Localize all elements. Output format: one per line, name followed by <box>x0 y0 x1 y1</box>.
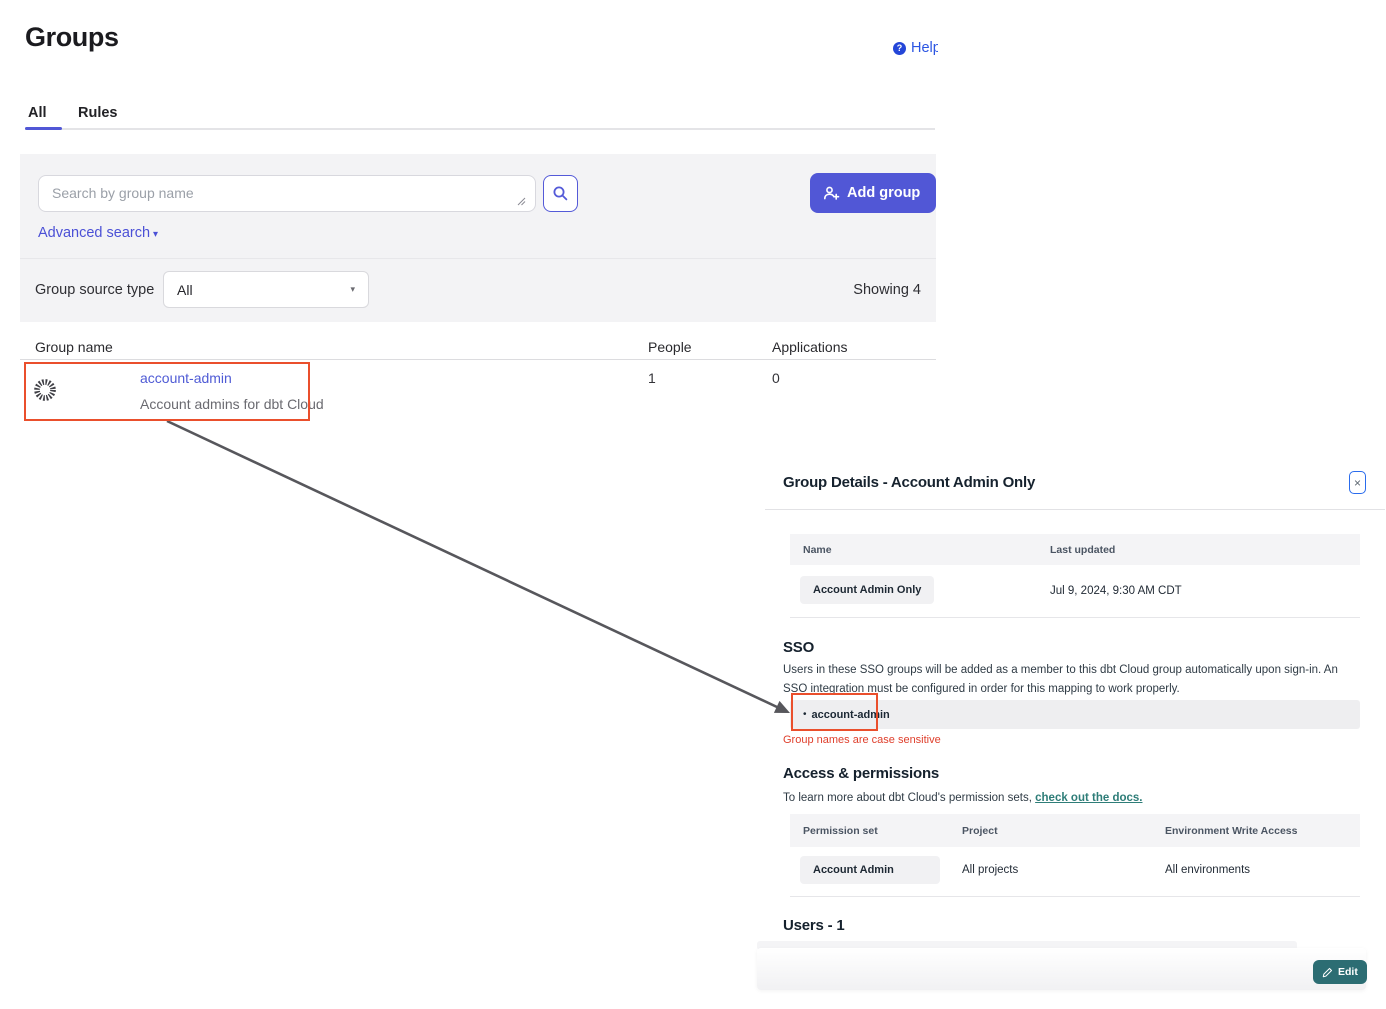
permission-set-chip: Account Admin <box>800 856 940 884</box>
group-name-link[interactable]: account-admin <box>140 370 232 386</box>
column-header-group-name: Group name <box>35 339 113 355</box>
group-source-type-select[interactable]: All ▾ <box>163 271 369 308</box>
sso-description: Users in these SSO groups will be added … <box>783 664 1338 695</box>
divider <box>790 617 1360 618</box>
tab-all[interactable]: All <box>28 105 47 121</box>
column-header-permission-set: Permission set <box>803 824 878 837</box>
access-description-text: To learn more about dbt Cloud's permissi… <box>783 792 1036 804</box>
close-button[interactable]: × <box>1349 471 1366 494</box>
panel-footer <box>757 948 1366 990</box>
access-permissions-heading: Access & permissions <box>783 765 940 782</box>
permissions-table-header: Permission set Project Environment Write… <box>790 814 1360 847</box>
add-user-icon <box>824 186 840 200</box>
access-description: To learn more about dbt Cloud's permissi… <box>783 789 1361 808</box>
divider <box>20 258 936 259</box>
group-name-chip: Account Admin Only <box>800 576 935 604</box>
group-source-type-label: Group source type <box>35 282 155 298</box>
docs-link[interactable]: check out the docs. <box>1035 792 1143 804</box>
name-table-header: Name Last updated <box>790 534 1360 565</box>
column-header-environment-write-access: Environment Write Access <box>1165 824 1298 837</box>
column-header-people: People <box>648 339 692 355</box>
group-people-count: 1 <box>648 370 656 386</box>
edit-label: Edit <box>1338 966 1358 978</box>
sso-heading: SSO <box>783 639 815 656</box>
footer-step <box>757 941 1297 950</box>
pencil-icon <box>1322 967 1333 977</box>
case-sensitive-warning: Group names are case sensitive <box>783 734 941 746</box>
divider <box>765 509 1385 510</box>
group-source-type-value: All <box>177 281 193 298</box>
project-value: All projects <box>962 864 1019 876</box>
panel-title: Group Details - Account Admin Only <box>783 474 1036 491</box>
select-caret-icon: ▾ <box>350 284 355 294</box>
group-avatar-icon <box>32 377 58 408</box>
column-header-name: Name <box>803 543 832 556</box>
column-header-applications: Applications <box>772 339 848 355</box>
last-updated-value: Jul 9, 2024, 9:30 AM CDT <box>1050 585 1182 597</box>
active-tab-underline <box>25 127 62 130</box>
edit-button[interactable]: Edit <box>1313 960 1367 984</box>
help-link[interactable]: ? Help <box>893 40 938 56</box>
close-icon: × <box>1353 475 1361 490</box>
search-input[interactable] <box>38 175 536 212</box>
sso-group-name: account-admin <box>811 708 890 721</box>
divider <box>20 359 936 360</box>
sso-group-row: • account-admin <box>790 700 1360 729</box>
help-question-icon: ? <box>893 41 906 55</box>
divider <box>790 896 1360 897</box>
column-header-last-updated: Last updated <box>1050 543 1116 556</box>
page-title: Groups <box>25 22 119 52</box>
advanced-search-toggle[interactable]: Advanced search ▾ <box>38 225 158 241</box>
bullet-icon: • <box>803 709 807 720</box>
caret-down-icon: ▾ <box>153 229 159 240</box>
environment-value: All environments <box>1165 864 1251 876</box>
tab-rules[interactable]: Rules <box>78 105 118 121</box>
add-group-button[interactable]: Add group <box>810 173 937 213</box>
column-header-project: Project <box>962 824 998 837</box>
help-label: Help <box>911 40 938 56</box>
tabs-baseline-divider <box>25 128 935 130</box>
search-button[interactable] <box>543 175 578 212</box>
add-group-label: Add group <box>847 185 921 201</box>
group-description: Account admins for dbt Cloud <box>140 396 324 412</box>
group-applications-count: 0 <box>772 370 780 386</box>
users-heading: Users - 1 <box>783 917 845 934</box>
advanced-search-label: Advanced search <box>38 225 151 241</box>
search-icon <box>553 186 568 201</box>
showing-count: Showing 4 <box>853 282 921 298</box>
